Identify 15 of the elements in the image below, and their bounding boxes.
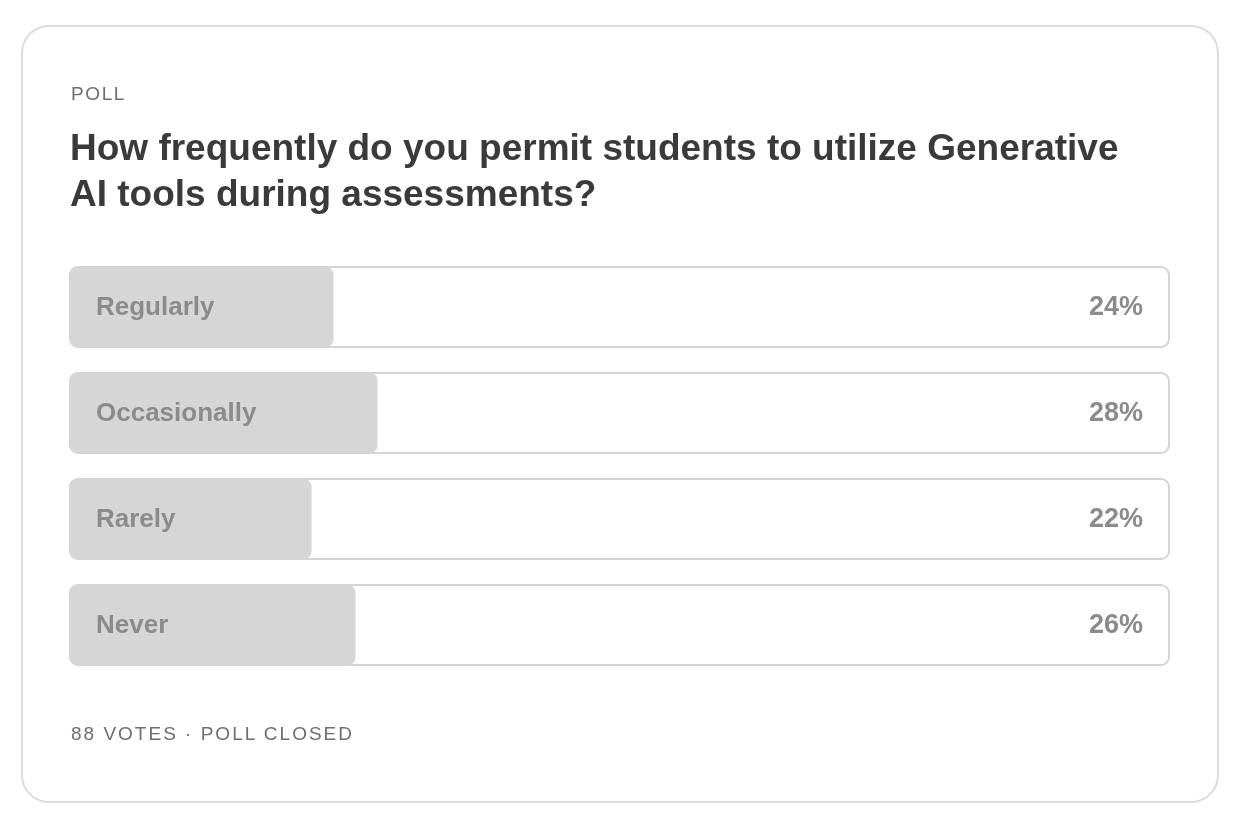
data-label: 26% bbox=[1088, 609, 1143, 639]
bar bbox=[70, 479, 312, 559]
text: 88 VOTES · POLL CLOSED bbox=[71, 722, 354, 746]
bar bbox=[70, 267, 334, 347]
data-label: 28% bbox=[1088, 397, 1143, 427]
data-label: 22% bbox=[1088, 503, 1143, 533]
data-label: 24% bbox=[1088, 291, 1143, 321]
y-tick-label: Occasionally bbox=[96, 397, 257, 427]
y-tick-label: Never bbox=[96, 609, 169, 639]
chart-title: How frequently do you permit students to utilize Generative AI tools during assessments? bbox=[70, 126, 1120, 216]
y-tick-label: Rarely bbox=[96, 503, 177, 533]
text: POLL bbox=[71, 82, 126, 106]
bar bbox=[70, 373, 378, 453]
bar bbox=[70, 585, 356, 665]
y-tick-label: Regularly bbox=[96, 291, 216, 321]
